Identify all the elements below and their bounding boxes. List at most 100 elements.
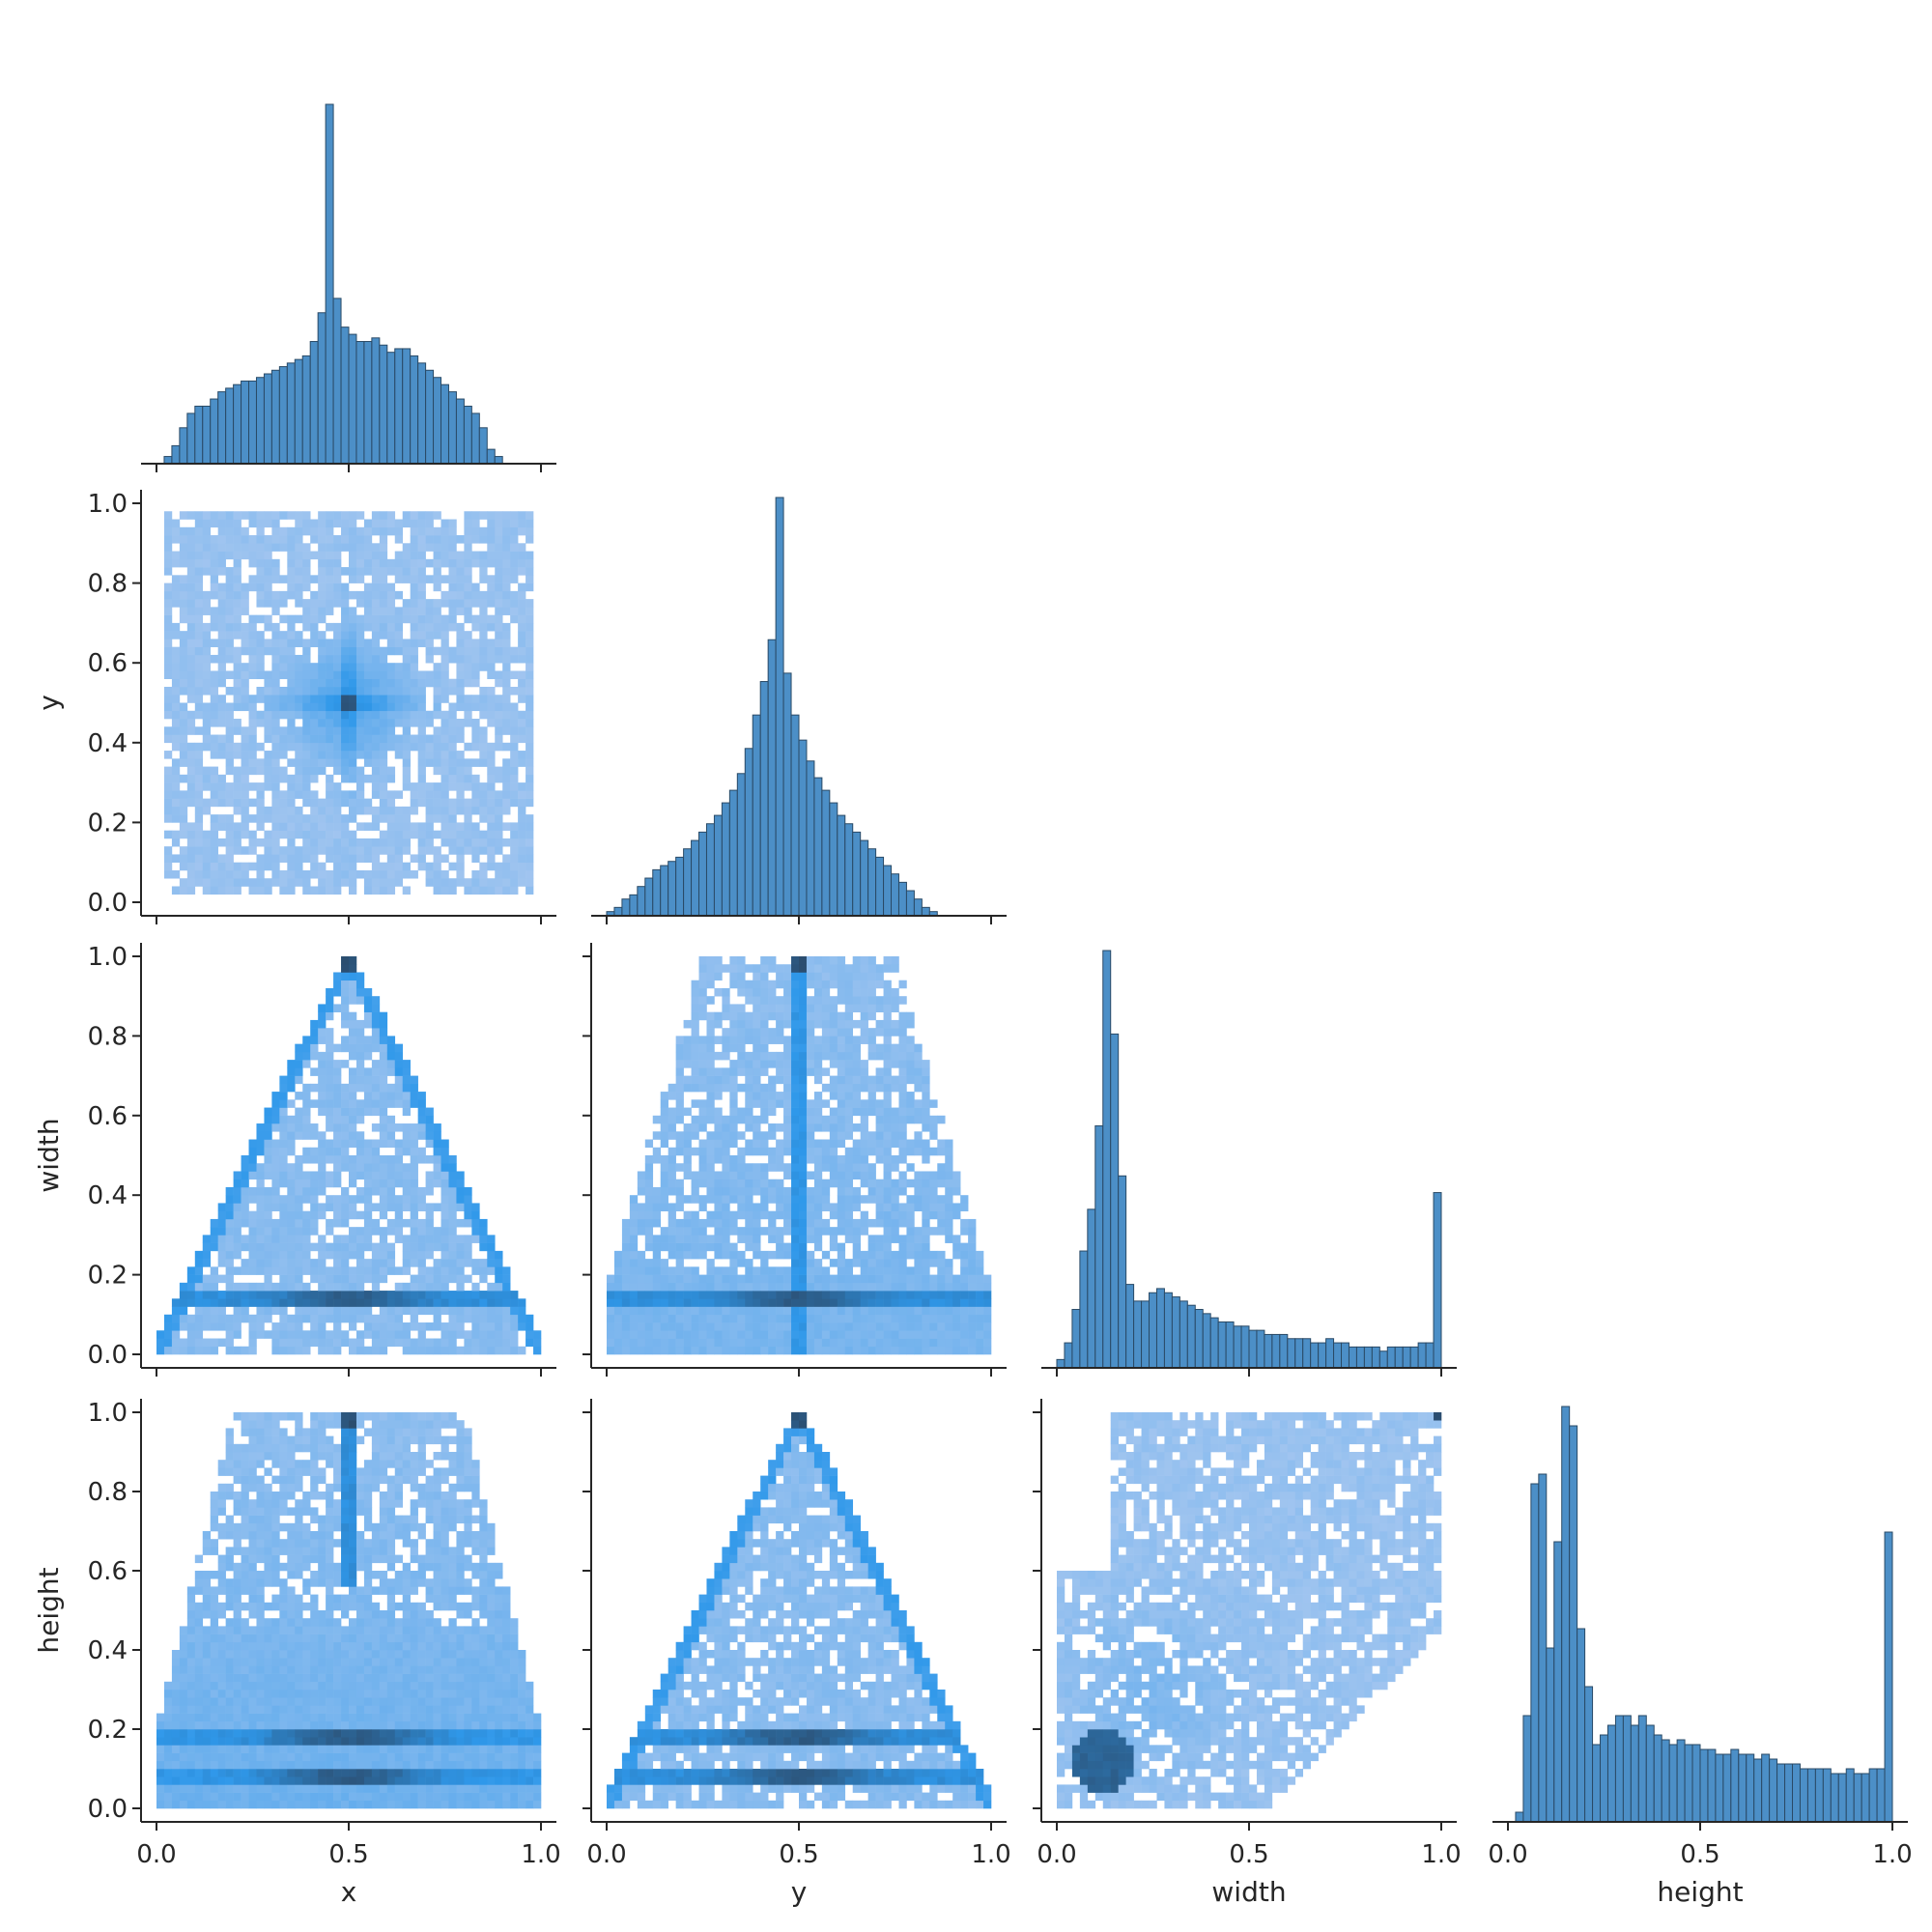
hist-bar-y [668,861,677,917]
hist2d-cell [410,719,418,727]
hist2d-cell [960,1227,969,1236]
hist2d-cell [456,1282,465,1292]
hist2d-cell [945,1163,953,1172]
hist2d-cell [837,1282,846,1292]
hist2d-cell [729,972,738,981]
hist2d-cell [417,599,426,608]
hist2d-cell [729,1155,738,1164]
hist2d-cell [510,607,519,615]
hist2d-cell [806,1011,815,1021]
hist2d-cell [760,1227,769,1236]
hist2d-cell [464,719,472,727]
hist2d-cell [210,1274,218,1284]
hist2d-cell [440,726,449,735]
hist2d-cell [194,782,204,791]
hist2d-cell [518,551,526,560]
hist2d-cell [440,1259,449,1267]
hist2d-cell [526,774,534,783]
hist2d-cell [860,1274,868,1284]
hist2d-cell [341,1306,350,1316]
hist2d-cell [287,838,296,847]
hist2d-cell [295,790,303,799]
hist2d-cell [295,1338,303,1348]
hist2d-cell [186,614,196,624]
hist2d-cell [891,1266,899,1275]
hist2d-cell [526,535,534,544]
hist2d-cell [410,670,418,680]
hist2d-cell [279,1107,288,1117]
hist2d-cell [402,869,411,879]
hist2d-cell [768,987,777,997]
hist2d-cell [929,1298,938,1307]
hist2d-cell [456,854,465,863]
hist2d-cell [510,1291,519,1299]
hist2d-cell [179,639,188,647]
hist-bar-height [1614,1715,1624,1823]
hist2d-cell [279,631,288,639]
hist2d-cell [875,1282,884,1292]
hist2d-cell [518,1314,526,1323]
hist2d-cell [799,1004,808,1012]
hist2d-cell [248,782,257,791]
hist-bar-x [186,412,196,465]
hist2d-cell [844,1107,854,1117]
hist2d-cell [394,838,404,847]
hist2d-cell [791,1147,800,1156]
hist2d-cell [760,1083,769,1093]
hist2d-cell [613,1291,623,1299]
hist2d-cell [706,1291,715,1299]
hist2d-cell [310,798,319,808]
hist2d-cell [448,1155,457,1164]
hist2d-cell [186,631,196,639]
hist2d-cell [433,869,441,879]
hist2d-cell [729,1282,738,1292]
hist2d-cell [417,1250,426,1260]
hist2d-cell [295,1235,303,1243]
hist2d-cell [379,751,388,759]
hist2d-cell [217,558,226,568]
hist2d-cell [287,575,296,583]
hist2d-cell [355,575,365,583]
hist2d-cell [256,1163,265,1172]
hist2d-cell [487,1291,496,1299]
hist2d-cell [729,1227,738,1236]
hist2d-cell [806,1306,815,1316]
hist2d-cell [821,1155,831,1164]
hist2d-cell [210,622,218,632]
hist2d-cell [495,1282,503,1292]
hist2d-cell [333,1115,342,1124]
hist2d-cell [410,599,418,608]
hist2d-cell [326,1218,334,1228]
hist2d-cell [371,719,381,727]
hist2d-cell [402,551,411,560]
hist-bar-width [1264,1333,1273,1369]
hist2d-cell [644,1306,654,1316]
hist2d-cell [402,719,411,727]
hist2d-cell [402,766,411,776]
hist2d-cell [341,1123,350,1132]
hist2d-cell [326,1051,334,1061]
hist2d-cell [241,1282,249,1292]
hist2d-cell [217,702,226,712]
hist2d-cell [526,695,534,703]
hist2d-cell [860,956,868,965]
hist2d-cell [410,1259,418,1267]
hist2d-cell [287,622,296,632]
hist2d-cell [440,1163,449,1172]
hist2d-cell [768,964,777,973]
hist2d-cell [233,567,242,576]
hist2d-cell [371,1274,381,1284]
hist2d-cell [456,798,465,808]
hist2d-cell [341,1210,350,1220]
hist2d-cell [264,1227,272,1236]
hist2d-cell [464,838,472,847]
hist2d-cell [233,1282,242,1292]
hist2d-cell [179,511,188,520]
hist2d-cell [248,1314,257,1323]
hist2d-cell [394,1139,404,1149]
hist2d-cell [202,551,212,560]
hist2d-cell [271,726,280,735]
hist-bar-height [1722,1753,1732,1823]
hist2d-cell [433,1123,441,1132]
hist2d-cell [456,758,465,767]
